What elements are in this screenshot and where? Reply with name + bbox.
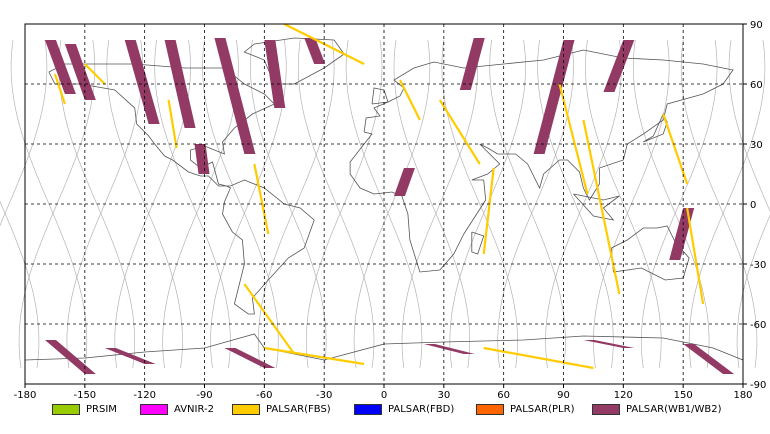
wb-swath (393, 168, 415, 196)
wb-swath (224, 348, 276, 368)
wb-swath (44, 40, 76, 94)
grid-lines (25, 24, 743, 384)
fbs-swath (686, 207, 705, 305)
legend-swatch (140, 404, 168, 415)
orbit-track (297, 39, 375, 369)
wb-swath (164, 40, 196, 128)
wb-swath (104, 348, 156, 364)
legend-item-palsar-wb: PALSAR(WB1/WB2) (592, 404, 722, 415)
fbs-swath (558, 83, 589, 195)
orbit-track (680, 39, 758, 369)
x-tick-labels: -180 -150 -120 -90 -60 -30 0 30 60 90 120 150 180 (14, 384, 753, 401)
y-tick-labels: 90 60 30 0 -30 -60 -90 (743, 20, 766, 391)
fbs-swath (582, 119, 621, 295)
coastline (471, 231, 485, 255)
fbs-swath (84, 63, 106, 85)
fbs-swath (53, 73, 66, 105)
legend-label: PALSAR(FBS) (266, 404, 331, 415)
wb-swath (583, 340, 635, 348)
wb-swath (44, 340, 96, 374)
legend-swatch (232, 404, 260, 415)
fbs-swath (398, 79, 421, 121)
legend-label: PALSAR(FBD) (388, 404, 455, 415)
fbs-swaths (53, 23, 705, 370)
wb-swath (423, 344, 475, 354)
fbs-swath (662, 113, 689, 185)
y-tick-label: -30 (750, 260, 766, 271)
wb-swath (64, 44, 96, 100)
legend-swatch (592, 404, 620, 415)
legend: PRSIM AVNIR-2 PALSAR(FBS) PALSAR(FBD) PA… (0, 400, 770, 422)
y-tick-label: 0 (750, 200, 756, 211)
orbit-track (728, 39, 770, 213)
legend-item-prsim: PRSIM (52, 404, 117, 415)
wb-swath (683, 344, 735, 374)
orbit-track (441, 39, 518, 369)
orbit-track (0, 200, 40, 369)
x-tick-label: -30 (316, 390, 332, 401)
orbit-track (537, 39, 614, 369)
y-tick-label: -60 (750, 320, 766, 331)
orbit-track (202, 39, 279, 369)
legend-item-palsar-fbd: PALSAR(FBD) (354, 404, 454, 415)
wb-swath (194, 144, 210, 174)
coastline (611, 225, 690, 281)
legend-item-palsar-plr: PALSAR(PLR) (476, 404, 574, 415)
fbs-swath (483, 346, 594, 370)
fbs-swath (243, 283, 296, 355)
fbs-swath (264, 346, 365, 366)
legend-swatch (52, 404, 80, 415)
legend-label: AVNIR-2 (174, 404, 214, 415)
legend-item-palsar-fbs: PALSAR(FBS) (232, 404, 331, 415)
x-tick-label: -150 (73, 390, 96, 401)
legend-item-avnir2: AVNIR-2 (140, 404, 214, 415)
x-tick-label: 60 (497, 390, 510, 401)
x-tick-label: -60 (256, 390, 272, 401)
x-tick-label: 180 (733, 390, 752, 401)
x-tick-label: -120 (133, 390, 156, 401)
x-tick-label: -90 (196, 390, 212, 401)
y-tick-label: 30 (750, 140, 763, 151)
legend-swatch (354, 404, 382, 415)
orbit-track (393, 39, 471, 369)
x-tick-label: 0 (381, 390, 387, 401)
coastline (349, 49, 734, 273)
wb-swath (264, 40, 286, 108)
wb-swaths (44, 38, 735, 374)
y-tick-label: -90 (750, 380, 766, 391)
orbit-track (0, 39, 48, 227)
coastline (48, 63, 315, 315)
y-tick-label: 90 (750, 20, 763, 31)
fbs-swath (167, 99, 178, 149)
fbs-swath (438, 99, 481, 165)
x-tick-label: -180 (14, 390, 37, 401)
wb-swath (124, 40, 160, 124)
fbs-swath (482, 167, 495, 255)
x-tick-label: 90 (557, 390, 570, 401)
legend-label: PRSIM (86, 404, 117, 415)
coastline (573, 193, 620, 221)
legend-label: PALSAR(PLR) (510, 404, 575, 415)
wb-swath (669, 208, 695, 260)
orbit-track (154, 39, 231, 369)
wb-swath (459, 38, 485, 90)
x-tick-label: 30 (437, 390, 450, 401)
coastline (24, 333, 744, 361)
wb-swath (304, 38, 326, 64)
y-tick-label: 60 (750, 80, 763, 91)
legend-swatch (476, 404, 504, 415)
orbit-track (632, 39, 710, 369)
fbs-swath (253, 163, 270, 235)
x-tick-label: 150 (674, 390, 693, 401)
x-tick-label: 120 (614, 390, 633, 401)
wb-swath (603, 40, 635, 92)
wb-swath (533, 40, 575, 154)
orbit-track (736, 214, 770, 369)
wb-swath (214, 38, 256, 154)
legend-label: PALSAR(WB1/WB2) (626, 404, 722, 415)
